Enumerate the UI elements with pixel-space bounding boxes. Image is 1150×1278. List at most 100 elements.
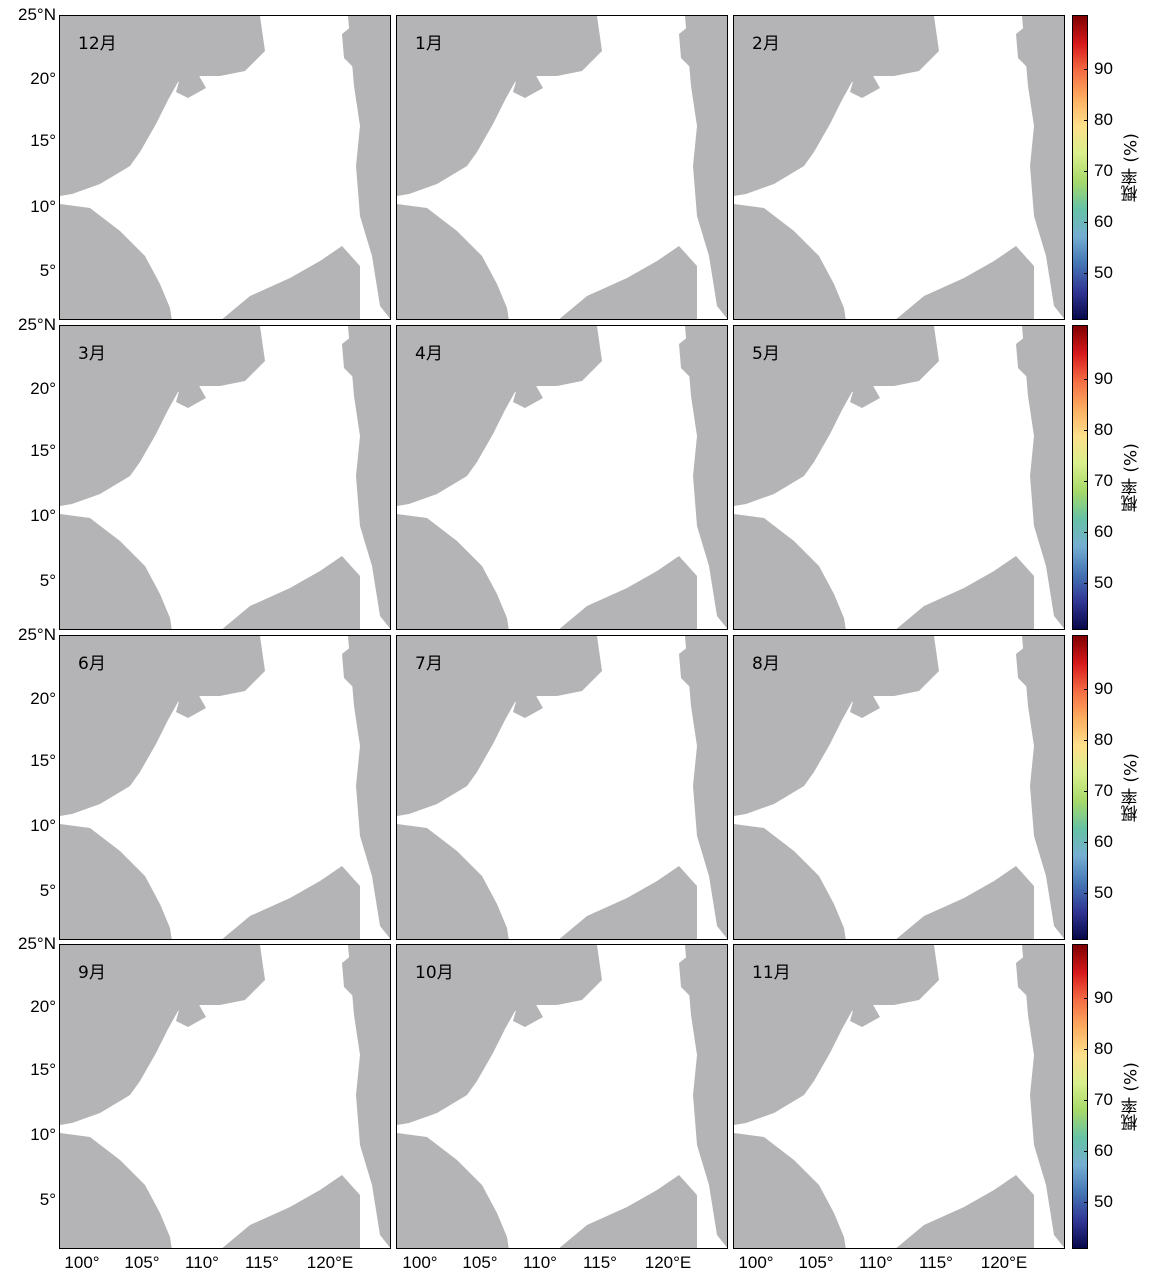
colorbar-label: 概率 (%) bbox=[1121, 443, 1142, 513]
colorbar bbox=[1072, 325, 1088, 630]
land-mass bbox=[60, 1133, 172, 1248]
land-mass bbox=[60, 204, 172, 319]
x-tick-115: 115° bbox=[919, 1253, 953, 1272]
x-tick-120e: 120°E bbox=[306, 1253, 354, 1272]
colorbar-tick: 80 bbox=[1094, 420, 1113, 439]
colorbar-tick: 50 bbox=[1094, 883, 1113, 902]
land-mass bbox=[397, 636, 602, 816]
month-label: 6月 bbox=[78, 654, 106, 674]
land-mass bbox=[1016, 646, 1034, 688]
month-label: 3月 bbox=[78, 344, 106, 364]
colorbar-tick-mark bbox=[1084, 1100, 1088, 1101]
colorbar-tick-mark bbox=[1084, 532, 1088, 533]
land-mass bbox=[685, 326, 727, 629]
map-panel-jul: 7月 bbox=[396, 635, 728, 940]
colorbar-tick: 90 bbox=[1094, 59, 1113, 78]
colorbar-tick: 70 bbox=[1094, 161, 1113, 180]
y-tick-20: 20° bbox=[30, 69, 56, 88]
colorbar-tick: 80 bbox=[1094, 1039, 1113, 1058]
land-mass bbox=[342, 26, 360, 68]
colorbar-tick-mark bbox=[1084, 273, 1088, 274]
map-panel-feb: 2月 bbox=[733, 15, 1065, 320]
y-tick-10: 10° bbox=[30, 506, 56, 525]
land-mass bbox=[176, 384, 206, 408]
y-tick-20: 20° bbox=[30, 689, 56, 708]
land-mass bbox=[1022, 636, 1064, 939]
map-panel-sep: 9月 bbox=[59, 944, 391, 1249]
colorbar-tick-mark bbox=[1084, 481, 1088, 482]
land-mass bbox=[222, 1175, 360, 1248]
month-label: 2月 bbox=[752, 34, 780, 54]
y-tick-10: 10° bbox=[30, 816, 56, 835]
map-panel-may: 5月 bbox=[733, 325, 1065, 630]
month-label: 11月 bbox=[752, 963, 791, 983]
land-mass bbox=[734, 636, 939, 816]
land-mass bbox=[176, 74, 206, 98]
land-mass bbox=[60, 824, 172, 939]
land-mass bbox=[734, 945, 939, 1125]
land-mass bbox=[734, 204, 846, 319]
land-mass bbox=[850, 384, 880, 408]
land-mass bbox=[222, 556, 360, 629]
map-panel-mar: 3月 bbox=[59, 325, 391, 630]
month-label: 7月 bbox=[415, 654, 443, 674]
land-mass bbox=[176, 694, 206, 718]
map-canvas bbox=[397, 326, 727, 629]
y-tick-15: 15° bbox=[30, 441, 56, 460]
map-canvas bbox=[734, 16, 1064, 319]
colorbar-tick: 50 bbox=[1094, 573, 1113, 592]
colorbar-tick-mark bbox=[1084, 583, 1088, 584]
colorbar-label: 概率 (%) bbox=[1121, 133, 1142, 203]
month-label: 10月 bbox=[415, 963, 454, 983]
land-mass bbox=[559, 246, 697, 319]
colorbar-tick: 60 bbox=[1094, 832, 1113, 851]
land-mass bbox=[850, 694, 880, 718]
map-panel-dec: 12月 bbox=[59, 15, 391, 320]
land-mass bbox=[348, 326, 390, 629]
colorbar-tick: 50 bbox=[1094, 263, 1113, 282]
y-tick-5: 5° bbox=[39, 261, 56, 280]
land-mass bbox=[397, 824, 509, 939]
land-mass bbox=[60, 16, 265, 196]
colorbar-tick-mark bbox=[1084, 222, 1088, 223]
colorbar-tick-mark bbox=[1084, 379, 1088, 380]
land-mass bbox=[679, 646, 697, 688]
colorbar-tick-mark bbox=[1084, 69, 1088, 70]
colorbar-tick-mark bbox=[1084, 120, 1088, 121]
land-mass bbox=[685, 636, 727, 939]
land-mass bbox=[896, 866, 1034, 939]
x-tick-100: 100° bbox=[402, 1253, 438, 1272]
month-label: 12月 bbox=[78, 34, 117, 54]
colorbar-tick-mark bbox=[1084, 1049, 1088, 1050]
colorbar-tick: 70 bbox=[1094, 781, 1113, 800]
colorbar-tick-mark bbox=[1084, 893, 1088, 894]
land-mass bbox=[1022, 945, 1064, 1248]
land-mass bbox=[397, 16, 602, 196]
colorbar-tick-mark bbox=[1084, 791, 1088, 792]
colorbar-tick: 80 bbox=[1094, 730, 1113, 749]
y-tick-15: 15° bbox=[30, 1060, 56, 1079]
land-mass bbox=[734, 16, 939, 196]
month-label: 1月 bbox=[415, 34, 443, 54]
land-mass bbox=[896, 1175, 1034, 1248]
map-canvas bbox=[734, 636, 1064, 939]
x-tick-120e: 120°E bbox=[644, 1253, 692, 1272]
x-tick-120e: 120°E bbox=[980, 1253, 1028, 1272]
colorbar-tick: 80 bbox=[1094, 110, 1113, 129]
land-mass bbox=[513, 1003, 543, 1027]
y-tick-10: 10° bbox=[30, 1125, 56, 1144]
land-mass bbox=[734, 514, 846, 629]
map-canvas bbox=[60, 945, 390, 1248]
colorbar-tick: 90 bbox=[1094, 679, 1113, 698]
land-mass bbox=[896, 246, 1034, 319]
month-label: 5月 bbox=[752, 344, 780, 364]
colorbar-tick-mark bbox=[1084, 1151, 1088, 1152]
map-canvas bbox=[397, 16, 727, 319]
colorbar-tick: 60 bbox=[1094, 1141, 1113, 1160]
land-mass bbox=[60, 945, 265, 1125]
land-mass bbox=[397, 1133, 509, 1248]
land-mass bbox=[222, 246, 360, 319]
land-mass bbox=[685, 945, 727, 1248]
colorbar-tick: 90 bbox=[1094, 988, 1113, 1007]
